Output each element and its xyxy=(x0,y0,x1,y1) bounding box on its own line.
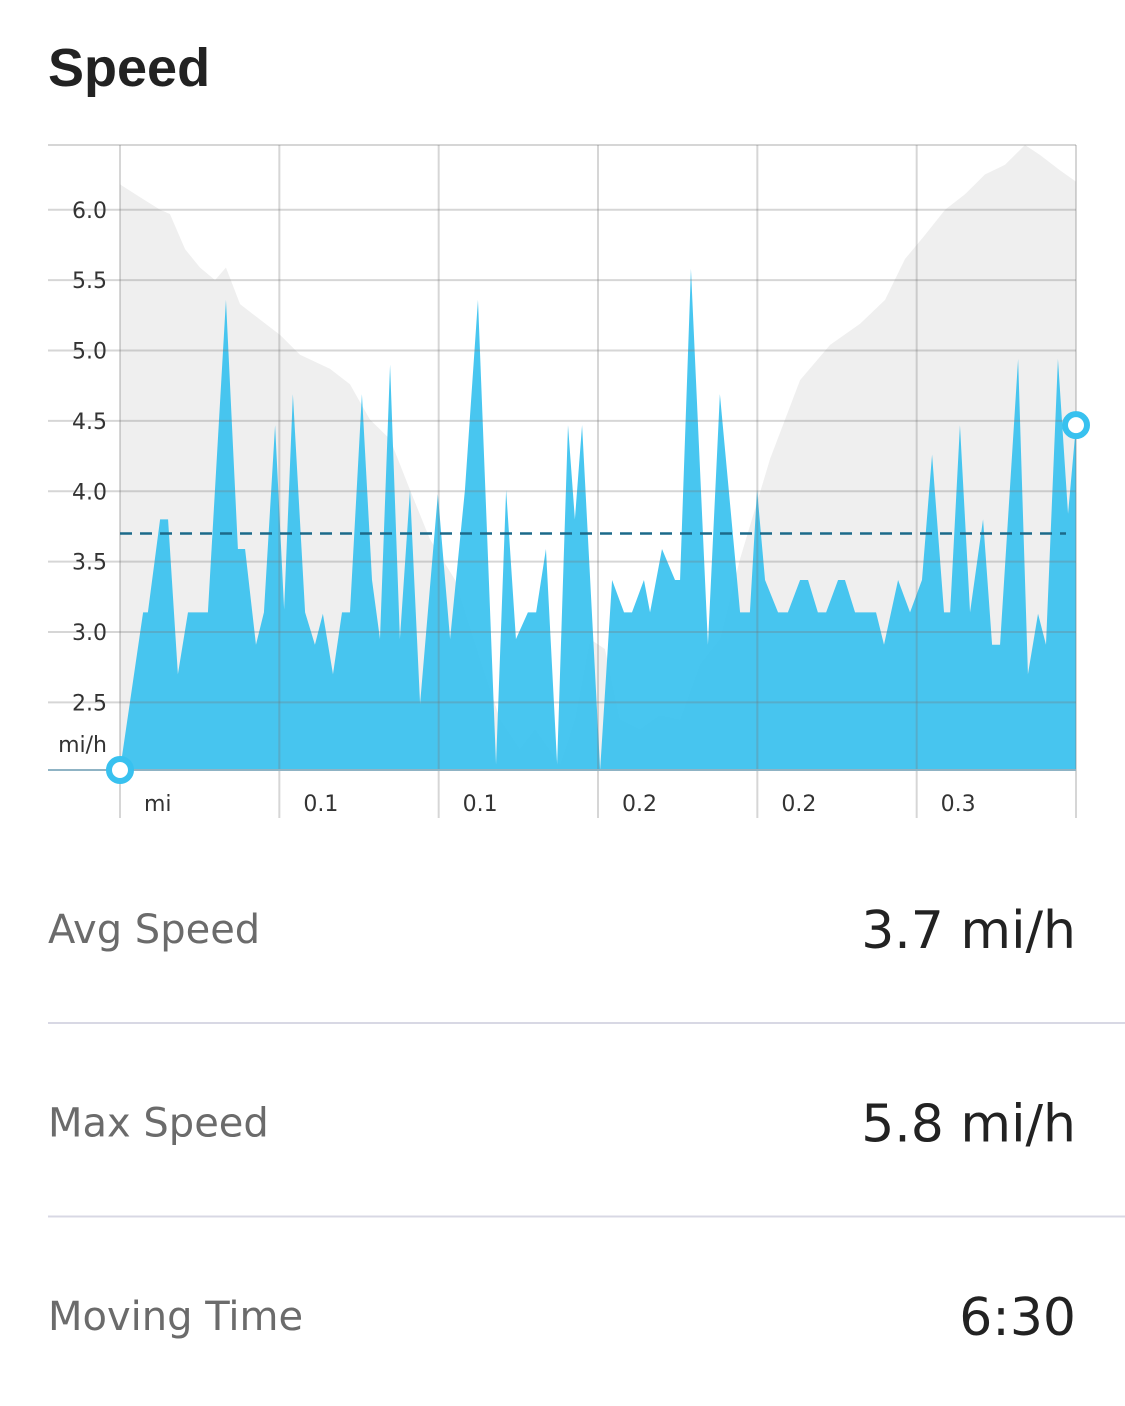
y-tick-label: 5.0 xyxy=(72,340,107,365)
x-tick-label: 0.1 xyxy=(463,792,498,817)
y-tick-label: 4.0 xyxy=(72,480,107,505)
x-tick-label: 0.3 xyxy=(941,792,976,817)
area xyxy=(120,268,1076,770)
endpoint-marker xyxy=(1062,411,1090,440)
y-tick-label: 4.5 xyxy=(72,410,107,435)
y-tick-label: 6.0 xyxy=(72,199,107,224)
stat-value: 6:30 xyxy=(959,1288,1076,1348)
y-tick-label: 5.5 xyxy=(72,269,107,294)
endpoint-marker xyxy=(106,756,134,784)
x-tick-label: 0.2 xyxy=(622,792,657,817)
y-tick-label: 2.5 xyxy=(72,691,107,716)
title: Speed xyxy=(48,38,210,98)
stat-label: Avg Speed xyxy=(48,907,260,953)
x-tick-label: mi xyxy=(144,792,172,817)
x-tick-label: 0.2 xyxy=(781,792,816,817)
stats: Avg Speed 3.7 mi/h Max Speed 5.8 mi/h Moving… xyxy=(48,901,1125,1348)
stat-label: Max Speed xyxy=(48,1101,269,1147)
x-tick-label: 0.1 xyxy=(303,792,338,817)
y-tick-label: 3.5 xyxy=(72,551,107,576)
stat-label: Moving Time xyxy=(48,1294,303,1340)
y-tick-label: 3.0 xyxy=(72,621,107,646)
chart: 2.5 3.0 3.5 4.0 4.5 5.0 5.5 6.0 mi 0.1 0.1 0.2 0.2 0.… xyxy=(48,144,1090,818)
y-axis-label: mi/h xyxy=(58,733,107,758)
stat-value: 3.7 mi/h xyxy=(861,901,1076,961)
stat-value: 5.8 mi/h xyxy=(861,1095,1076,1155)
